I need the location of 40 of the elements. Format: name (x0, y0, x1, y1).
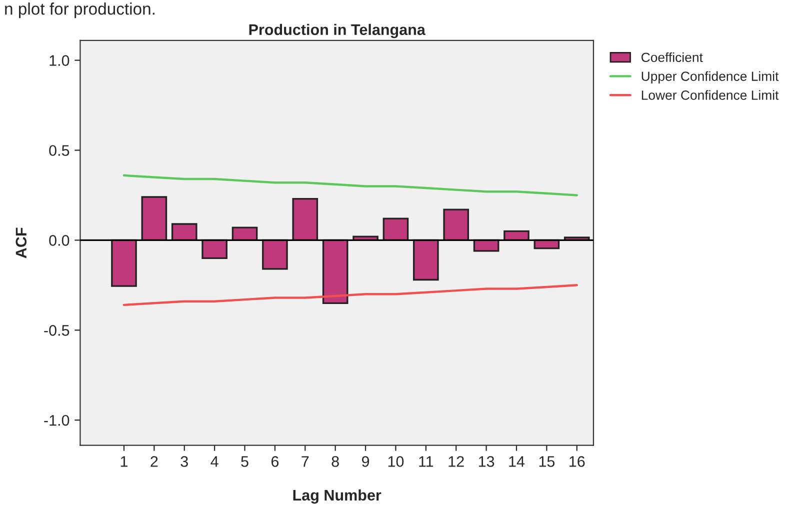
y-tick-label: 0.0 (49, 235, 70, 246)
bar (322, 239, 348, 304)
bar (412, 239, 439, 281)
bar (171, 223, 198, 242)
y-tick-label: -0.5 (44, 325, 70, 336)
x-axis-title: Lag Number (293, 489, 382, 504)
y-tick-label: 0.5 (49, 145, 70, 156)
x-tick-label: 14 (509, 456, 525, 467)
y-tick-label: 1.0 (50, 55, 70, 66)
text: n plot for production. (5, 2, 154, 18)
bar (443, 208, 470, 242)
chart-title: Production in Telangana (249, 24, 426, 38)
line-series (122, 174, 578, 196)
x-tick-label: 11 (419, 456, 434, 467)
bar (262, 239, 288, 270)
x-tick-label: 16 (570, 456, 585, 467)
x-tick-label: 3 (180, 456, 188, 467)
legend-label: Upper Confidence Limit (642, 71, 779, 84)
x-tick-label: 12 (448, 456, 464, 467)
y-tick-label: -1.0 (44, 414, 70, 426)
bar (141, 196, 168, 242)
x-tick-label: 1 (120, 456, 128, 467)
bar (202, 239, 228, 260)
x-tick-label: 8 (332, 456, 339, 467)
x-tick-label: 5 (241, 456, 248, 467)
x-tick-label: 4 (210, 456, 218, 467)
x-tick-label: 9 (362, 456, 370, 467)
x-tick-label: 10 (388, 456, 404, 467)
line-series (122, 284, 578, 306)
legend-label: Lower Confidence Limit (642, 90, 779, 100)
bar (111, 239, 137, 287)
x-tick-label: 13 (478, 456, 494, 467)
y-axis-title: ACF (16, 228, 27, 258)
legend-label: Coefficient (642, 52, 703, 62)
x-tick-label: 6 (271, 456, 279, 467)
bar (292, 198, 318, 242)
x-tick-label: 7 (302, 456, 309, 467)
x-tick-label: 2 (150, 456, 158, 467)
bar (382, 218, 409, 242)
x-tick-label: 15 (539, 456, 555, 467)
